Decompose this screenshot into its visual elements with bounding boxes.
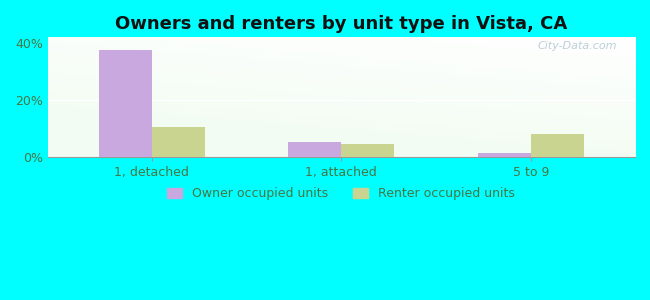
Bar — [152, 127, 205, 157]
Bar — [478, 153, 531, 157]
Title: Owners and renters by unit type in Vista, CA: Owners and renters by unit type in Vista… — [115, 15, 567, 33]
Bar — [341, 144, 395, 157]
Bar — [99, 50, 152, 157]
Bar — [531, 134, 584, 157]
Legend: Owner occupied units, Renter occupied units: Owner occupied units, Renter occupied un… — [162, 182, 521, 205]
Text: City-Data.com: City-Data.com — [538, 41, 617, 51]
Bar — [289, 142, 341, 157]
